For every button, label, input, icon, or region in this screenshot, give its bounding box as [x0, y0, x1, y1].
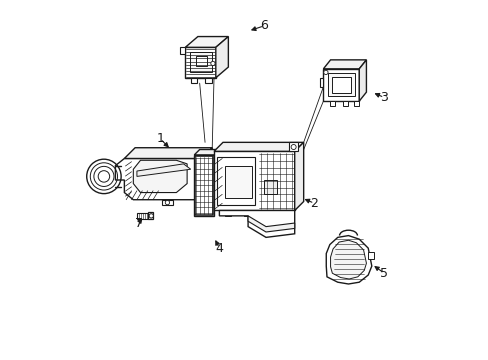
Polygon shape	[224, 166, 251, 198]
Circle shape	[323, 70, 327, 75]
Polygon shape	[215, 37, 228, 78]
Text: 4: 4	[215, 242, 223, 255]
Polygon shape	[343, 101, 348, 106]
Polygon shape	[294, 142, 303, 211]
Polygon shape	[185, 37, 228, 47]
Text: 2: 2	[310, 197, 318, 210]
Polygon shape	[353, 101, 359, 106]
Text: 7: 7	[134, 216, 142, 230]
Polygon shape	[325, 235, 371, 284]
Polygon shape	[247, 216, 294, 232]
Polygon shape	[180, 47, 185, 54]
Polygon shape	[194, 155, 214, 216]
Polygon shape	[319, 78, 323, 87]
Polygon shape	[285, 211, 292, 216]
Polygon shape	[196, 56, 206, 66]
Polygon shape	[214, 142, 303, 151]
Polygon shape	[204, 78, 211, 83]
Polygon shape	[244, 211, 250, 216]
Polygon shape	[331, 77, 351, 93]
Polygon shape	[219, 211, 294, 237]
Text: 5: 5	[380, 267, 387, 280]
Polygon shape	[329, 101, 335, 106]
Circle shape	[210, 61, 215, 66]
Polygon shape	[137, 164, 190, 176]
Polygon shape	[214, 151, 294, 211]
Polygon shape	[162, 200, 172, 205]
Circle shape	[290, 144, 296, 149]
Text: 1: 1	[156, 132, 164, 145]
Polygon shape	[115, 158, 201, 200]
Polygon shape	[327, 73, 354, 96]
Polygon shape	[359, 60, 366, 101]
Polygon shape	[190, 78, 197, 83]
Polygon shape	[201, 148, 212, 200]
Polygon shape	[148, 212, 153, 220]
Text: 3: 3	[380, 91, 387, 104]
Polygon shape	[194, 149, 219, 155]
Circle shape	[165, 201, 169, 205]
Polygon shape	[265, 211, 272, 216]
Polygon shape	[264, 180, 276, 194]
Polygon shape	[137, 213, 148, 219]
Polygon shape	[133, 160, 187, 193]
Polygon shape	[190, 51, 211, 72]
Polygon shape	[367, 252, 373, 259]
Text: 6: 6	[260, 19, 267, 32]
Polygon shape	[330, 240, 366, 279]
Polygon shape	[185, 47, 215, 78]
Polygon shape	[216, 157, 255, 205]
Polygon shape	[323, 60, 366, 69]
Polygon shape	[289, 142, 298, 151]
Polygon shape	[124, 148, 212, 158]
Polygon shape	[224, 211, 231, 216]
Circle shape	[149, 214, 153, 218]
Polygon shape	[323, 69, 359, 101]
